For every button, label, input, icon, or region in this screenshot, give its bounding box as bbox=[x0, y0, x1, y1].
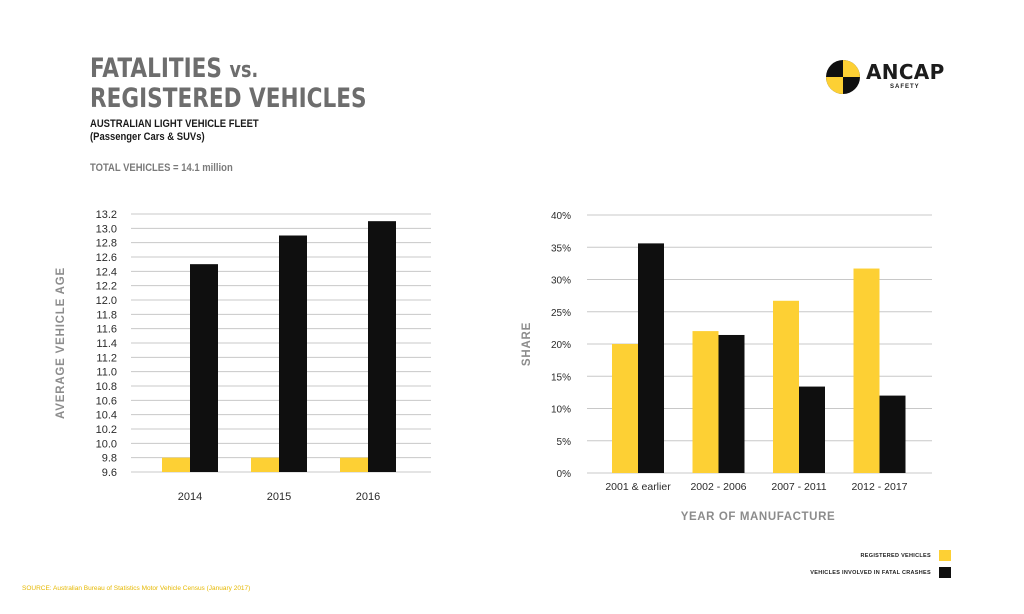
x-category-label: 2001 & earlier bbox=[605, 481, 671, 493]
y-tick-label: 10.2 bbox=[96, 424, 117, 436]
bar-fatal bbox=[190, 264, 218, 472]
y-tick-label: 12.8 bbox=[96, 238, 117, 250]
bar-registered bbox=[853, 268, 880, 473]
bar-registered bbox=[692, 331, 719, 473]
chart-subtitle: AUSTRALIAN LIGHT VEHICLE FLEET (Passenge… bbox=[90, 118, 259, 144]
legend-label-fatal: VEHICLES INVOLVED IN FATAL CRASHES bbox=[810, 569, 931, 576]
title-vs: vs. bbox=[229, 58, 259, 83]
total-vehicles: TOTAL VEHICLES = 14.1 million bbox=[90, 162, 233, 174]
y-tick-label: 10.8 bbox=[96, 381, 117, 393]
bar-registered bbox=[340, 457, 368, 472]
bar-fatal bbox=[279, 235, 307, 472]
y-tick-label: 10.6 bbox=[96, 395, 117, 407]
y-tick-label: 40% bbox=[551, 211, 571, 222]
y-axis-title: SHARE bbox=[521, 322, 533, 366]
bar-fatal bbox=[368, 221, 396, 472]
y-tick-label: 11.8 bbox=[96, 309, 117, 321]
title-line1: FATALITIES bbox=[90, 53, 222, 84]
x-category-label: 2002 - 2006 bbox=[690, 481, 746, 493]
chart-title: FATALITIES vs. REGISTERED VEHICLES bbox=[90, 55, 367, 113]
y-tick-label: 35% bbox=[551, 243, 571, 254]
bar-fatal bbox=[718, 334, 745, 473]
x-category-label: 2012 - 2017 bbox=[851, 481, 907, 493]
y-tick-label: 12.6 bbox=[96, 252, 117, 264]
legend-swatch-fatal bbox=[939, 567, 951, 578]
y-tick-label: 10.0 bbox=[96, 438, 117, 450]
y-tick-label: 12.4 bbox=[96, 266, 117, 278]
y-tick-label: 12.2 bbox=[96, 281, 117, 293]
bar-registered bbox=[773, 300, 799, 473]
y-tick-label: 5% bbox=[557, 437, 572, 448]
y-axis-title: AVERAGE VEHICLE AGE bbox=[55, 267, 67, 419]
ancap-logo-icon bbox=[826, 60, 860, 94]
y-tick-label: 25% bbox=[551, 308, 571, 319]
subtitle-line2: (Passenger Cars & SUVs) bbox=[90, 131, 205, 143]
chart-share-by-year: 40% 35% 30% 25% 20% 15% 10% 5% 0% 2001 & earlier 2… bbox=[521, 211, 932, 523]
logo-name: ANCAP bbox=[866, 60, 945, 84]
y-tick-label: 10% bbox=[551, 405, 571, 416]
y-tick-label: 20% bbox=[551, 340, 571, 351]
y-tick-label: 11.0 bbox=[96, 367, 117, 379]
y-tick-label: 12.0 bbox=[96, 295, 117, 307]
bar-fatal bbox=[638, 243, 664, 473]
legend-label-registered: REGISTERED VEHICLES bbox=[860, 552, 931, 559]
chart-average-vehicle-age: 13.2 13.0 12.8 12.6 12.4 12.2 12.0 11.8 11.6 11.4… bbox=[55, 209, 431, 503]
title-line2: REGISTERED VEHICLES bbox=[90, 83, 367, 114]
legend-item-fatal: VEHICLES INVOLVED IN FATAL CRASHES bbox=[810, 567, 951, 578]
y-tick-label: 9.6 bbox=[102, 467, 117, 479]
bar-registered bbox=[162, 457, 190, 472]
legend-swatch-registered bbox=[939, 550, 951, 561]
y-tick-label: 9.8 bbox=[102, 453, 117, 465]
logo-sub: SAFETY bbox=[890, 84, 920, 90]
y-tick-label: 10.4 bbox=[96, 410, 117, 422]
legend-item-registered: REGISTERED VEHICLES bbox=[860, 550, 951, 561]
x-category-label: 2007 - 2011 bbox=[771, 481, 826, 493]
x-axis-title: YEAR OF MANUFACTURE bbox=[681, 511, 836, 523]
y-tick-label: 0% bbox=[557, 469, 572, 480]
bar-registered bbox=[612, 344, 638, 473]
x-category-label: 2015 bbox=[267, 491, 291, 503]
bar-fatal bbox=[799, 386, 825, 473]
subtitle-line1: AUSTRALIAN LIGHT VEHICLE FLEET bbox=[90, 118, 259, 130]
bar-registered bbox=[251, 457, 279, 472]
source-note: SOURCE: Australian Bureau of Statistics … bbox=[22, 585, 251, 592]
x-category-label: 2016 bbox=[356, 491, 380, 503]
y-tick-label: 13.0 bbox=[96, 223, 117, 235]
y-tick-label: 13.2 bbox=[96, 209, 117, 221]
y-tick-label: 15% bbox=[551, 372, 571, 383]
y-tick-label: 11.2 bbox=[96, 352, 117, 364]
y-tick-label: 11.6 bbox=[96, 324, 117, 336]
x-category-label: 2014 bbox=[178, 491, 202, 503]
y-tick-label: 30% bbox=[551, 276, 571, 287]
y-tick-label: 11.4 bbox=[96, 338, 117, 350]
bar-fatal bbox=[879, 395, 906, 473]
